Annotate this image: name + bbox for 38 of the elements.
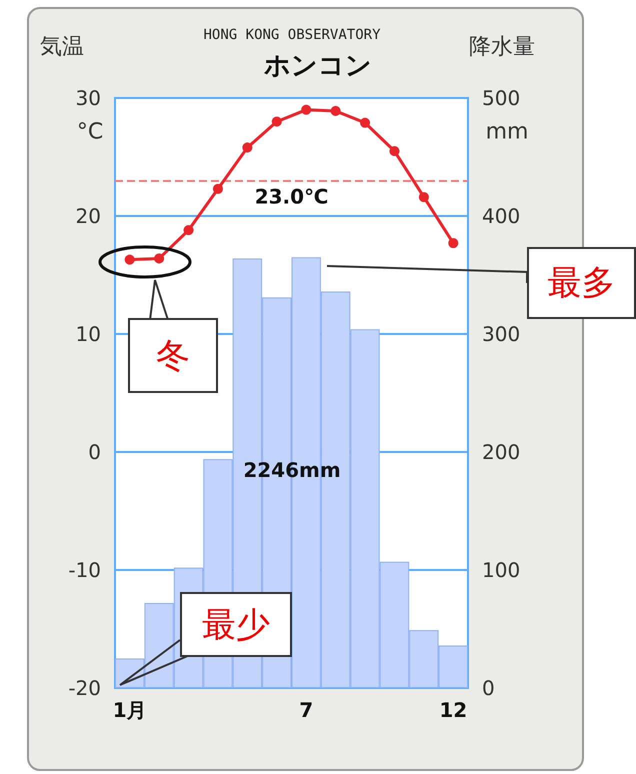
text: mm (486, 120, 528, 144)
x-tick-label: 7 (299, 698, 314, 722)
chart-title: ホンコン (263, 51, 372, 81)
text: 最多 (527, 247, 636, 319)
y-tick-label: 0 (88, 440, 101, 464)
point (360, 118, 370, 128)
x-tick-label: 1月 (112, 698, 147, 722)
y-tick-label: 10 (76, 322, 101, 346)
point (330, 106, 341, 116)
chart-subtitle: HONG KONG OBSERVATORY (203, 27, 382, 43)
y2-axis-title: 降水量 (469, 34, 535, 60)
ref-line-label: 23.0℃ (254, 184, 328, 209)
point (184, 225, 194, 236)
point (272, 116, 282, 127)
y-tick-label: -10 (68, 558, 101, 582)
annotation: 冬 (128, 318, 218, 393)
y2-tick-label: 100 (482, 558, 520, 582)
annotation: 最少 (180, 592, 292, 657)
point (154, 253, 164, 264)
x-tick-label: 12 (439, 698, 468, 722)
y-tick-label: -20 (68, 676, 101, 700)
point (418, 192, 429, 202)
annotation: 2246mm (243, 458, 341, 482)
y-tick-label: 20 (76, 204, 101, 228)
y2-tick-label: 200 (482, 440, 520, 464)
y-tick-label: 30 (76, 86, 101, 110)
y2-tick-label: 300 (482, 322, 520, 346)
point (124, 254, 135, 265)
point (389, 146, 400, 156)
point (212, 184, 223, 194)
point (242, 142, 252, 153)
text: °C (76, 120, 104, 144)
y2-tick-label: 400 (482, 204, 520, 228)
y-axis-title: 気温 (40, 34, 84, 60)
y2-tick-label: 500 (482, 86, 520, 110)
point (301, 104, 312, 115)
y2-tick-label: 0 (482, 676, 495, 700)
point (448, 238, 458, 248)
